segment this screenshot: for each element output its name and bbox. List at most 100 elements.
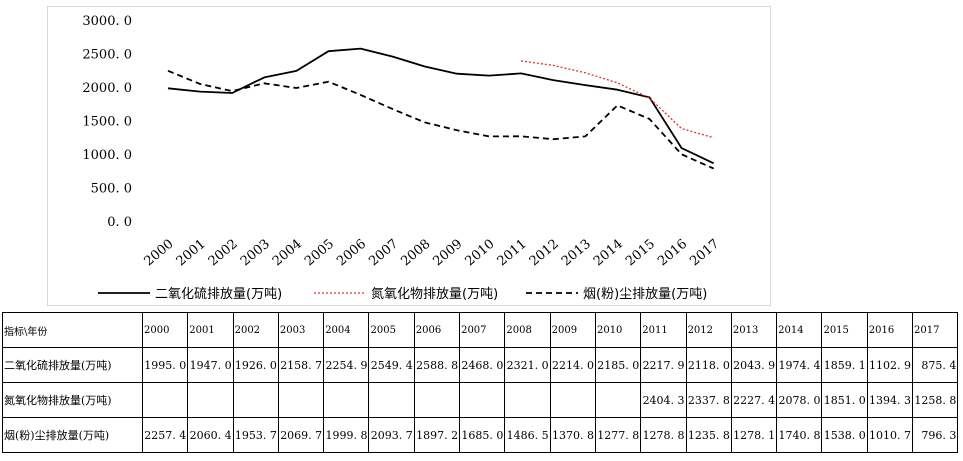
table-value-cell: 1953. 7 bbox=[232, 417, 279, 453]
table-value-cell bbox=[594, 382, 642, 418]
table-value-cell: 2069. 7 bbox=[277, 417, 325, 453]
y-tick-label: 2000. 0 bbox=[82, 81, 132, 96]
table-value-cell: 1538. 0 bbox=[821, 417, 868, 453]
table-value-cell: 2321. 0 bbox=[504, 347, 551, 383]
table-year-cell: 2010 bbox=[594, 312, 642, 348]
table-value-cell: 1685. 0 bbox=[459, 417, 506, 453]
table-row: 烟(粉)尘排放量(万吨) 2257. 4 2060. 4 1953. 7 2069. 7… bbox=[2, 417, 959, 453]
series-line-3 bbox=[167, 69, 715, 170]
table-header-label: 指标\年份 bbox=[2, 312, 143, 348]
table-year-cell: 2002 bbox=[232, 312, 279, 348]
x-tick-label: 2001 bbox=[174, 237, 209, 270]
table-value-cell: 2214. 0 bbox=[549, 347, 596, 383]
data-table: 指标\年份 2000 2001 2002 2003 2004 2005 2006 2007 200… bbox=[2, 312, 959, 453]
table-year-cell: 2012 bbox=[685, 312, 732, 348]
legend-label: 烟(粉)尘排放量(万吨) bbox=[583, 287, 707, 302]
table-value-cell bbox=[549, 382, 596, 418]
x-tick-label: 2003 bbox=[238, 237, 273, 270]
table-year-cell: 2001 bbox=[187, 312, 234, 348]
table-value-cell: 2337. 8 bbox=[685, 382, 732, 418]
table-year-cell: 2006 bbox=[413, 312, 461, 348]
table-value-cell: 1974. 4 bbox=[776, 347, 823, 383]
table-year-cell: 2005 bbox=[368, 312, 415, 348]
table-value-cell: 1859. 1 bbox=[821, 347, 868, 383]
table-value-cell bbox=[232, 382, 279, 418]
table-year-cell: 2004 bbox=[323, 312, 370, 348]
table-year-cell: 2016 bbox=[866, 312, 914, 348]
x-tick-label: 2011 bbox=[495, 237, 530, 270]
table-value-cell bbox=[413, 382, 461, 418]
table-year-cell: 2000 bbox=[141, 312, 189, 348]
table-year-cell: 2013 bbox=[730, 312, 778, 348]
table-row-label: 二氧化硫排放量(万吨) bbox=[2, 347, 143, 383]
table-year-cell: 2007 bbox=[459, 312, 506, 348]
table-year-cell: 2011 bbox=[640, 312, 687, 348]
table-value-cell: 1278. 1 bbox=[730, 417, 778, 453]
x-tick-label: 2010 bbox=[463, 237, 498, 270]
table-value-cell: 1999. 8 bbox=[323, 417, 370, 453]
legend-label: 二氧化硫排放量(万吨) bbox=[155, 287, 282, 302]
table-value-cell: 2185. 0 bbox=[594, 347, 642, 383]
x-tick-label: 2006 bbox=[334, 237, 369, 270]
table-value-cell bbox=[141, 382, 189, 418]
y-tick-label: 2500. 0 bbox=[82, 48, 132, 63]
table-value-cell: 2217. 9 bbox=[640, 347, 687, 383]
table-value-cell bbox=[277, 382, 325, 418]
table-value-cell: 1370. 8 bbox=[549, 417, 596, 453]
table-value-cell: 2549. 4 bbox=[368, 347, 415, 383]
table-value-cell bbox=[368, 382, 415, 418]
table-row-label: 氮氧化物排放量(万吨) bbox=[2, 382, 143, 418]
x-tick-label: 2008 bbox=[398, 237, 433, 270]
y-tick-label: 500. 0 bbox=[91, 182, 132, 197]
y-tick-label: 3000. 0 bbox=[82, 14, 132, 29]
table-value-cell bbox=[504, 382, 551, 418]
line-chart: 0. 0 500. 0 1000. 0 1500. 0 2000. 0 2500. 0 30… bbox=[82, 14, 722, 302]
table-value-cell: 2257. 4 bbox=[141, 417, 189, 453]
table-value-cell: 1486. 5 bbox=[504, 417, 551, 453]
table-value-cell: 875. 4 bbox=[912, 347, 959, 383]
table-value-cell: 1897. 2 bbox=[413, 417, 461, 453]
x-tick-label: 2016 bbox=[655, 237, 690, 270]
x-tick-label: 2004 bbox=[270, 237, 305, 270]
table-value-cell: 796. 3 bbox=[912, 417, 959, 453]
table-year-cell: 2017 bbox=[912, 312, 959, 348]
table-year-cell: 2014 bbox=[776, 312, 823, 348]
series-line-1 bbox=[167, 47, 715, 165]
table-value-cell: 1235. 8 bbox=[685, 417, 732, 453]
table-value-cell: 2060. 4 bbox=[187, 417, 234, 453]
table-value-cell: 2588. 8 bbox=[413, 347, 461, 383]
table-value-cell: 1258. 8 bbox=[912, 382, 959, 418]
series-line-2 bbox=[521, 60, 714, 139]
table-value-cell: 2404. 3 bbox=[640, 382, 687, 418]
table-value-cell bbox=[187, 382, 234, 418]
table-value-cell bbox=[323, 382, 370, 418]
table-year-cell: 2008 bbox=[504, 312, 551, 348]
y-tick-label: 1000. 0 bbox=[82, 148, 132, 163]
x-tick-label: 2007 bbox=[366, 237, 401, 270]
table-value-cell: 1851. 0 bbox=[821, 382, 868, 418]
x-tick-label: 2005 bbox=[302, 237, 337, 270]
table-value-cell: 1947. 0 bbox=[187, 347, 234, 383]
x-tick-label: 2017 bbox=[687, 237, 722, 270]
table-value-cell: 1926. 0 bbox=[232, 347, 279, 383]
table-value-cell: 2078. 0 bbox=[776, 382, 823, 418]
table-year-cell: 2003 bbox=[277, 312, 325, 348]
table-header-row: 指标\年份 2000 2001 2002 2003 2004 2005 2006 2007 200… bbox=[2, 312, 959, 348]
table-row-label: 烟(粉)尘排放量(万吨) bbox=[2, 417, 143, 453]
table-value-cell: 2118. 0 bbox=[685, 347, 732, 383]
x-tick-label: 2012 bbox=[527, 237, 562, 270]
y-tick-label: 0. 0 bbox=[107, 215, 132, 230]
table-value-cell: 2254. 9 bbox=[323, 347, 370, 383]
table-value-cell: 2093. 7 bbox=[368, 417, 415, 453]
chart-area: 0. 0 500. 0 1000. 0 1500. 0 2000. 0 2500. 0 30… bbox=[47, 6, 771, 306]
table-value-cell: 1740. 8 bbox=[776, 417, 823, 453]
x-tick-label: 2014 bbox=[591, 237, 626, 270]
x-tick-label: 2002 bbox=[206, 237, 241, 270]
x-tick-label: 2009 bbox=[430, 237, 465, 270]
x-tick-label: 2013 bbox=[559, 237, 594, 270]
table-value-cell: 1010. 7 bbox=[866, 417, 914, 453]
x-tick-label: 2015 bbox=[623, 237, 658, 270]
table-value-cell: 2227. 4 bbox=[730, 382, 778, 418]
